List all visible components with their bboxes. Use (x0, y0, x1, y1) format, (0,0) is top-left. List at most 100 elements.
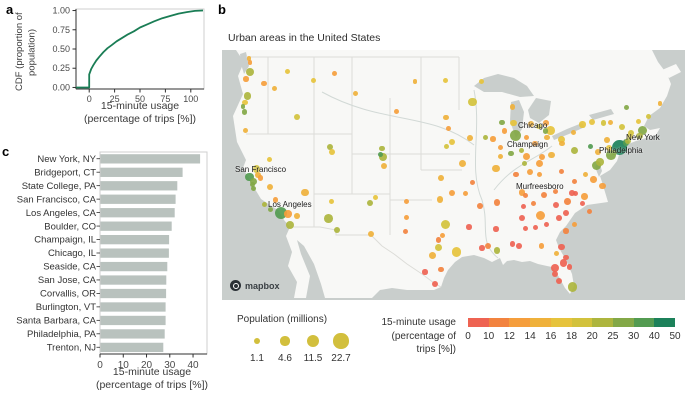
city-dot (252, 165, 261, 173)
city-dot (379, 145, 385, 152)
city-dot (552, 202, 559, 209)
us-map[interactable]: San Francisco Los Angeles Chicago Champaign… (222, 50, 685, 300)
city-dot (571, 179, 578, 185)
cdf-plot-area: 0.00 0.25 0.50 0.75 1.00 0 25 50 75 100 (52, 6, 205, 104)
svg-text:0.25: 0.25 (52, 63, 70, 73)
city-dot (404, 199, 410, 205)
city-dot (272, 197, 279, 204)
svg-text:0.00: 0.00 (52, 82, 70, 92)
city-dot (243, 76, 249, 82)
city-dot (579, 121, 586, 128)
city-dot (393, 109, 399, 115)
svg-text:0.50: 0.50 (52, 44, 70, 54)
city-dot (477, 203, 483, 209)
population-size-legend: Population (millions) 1.1 4.6 11.5 22.7 (237, 314, 377, 364)
city-dot (536, 171, 543, 177)
city-dot (284, 210, 292, 218)
city-dot (543, 221, 549, 227)
population-legend-value: 22.7 (331, 353, 351, 364)
city-dot (451, 247, 462, 257)
city-dot (522, 193, 528, 199)
city-dot (623, 104, 629, 110)
city-dot (538, 243, 544, 249)
cdf-line (76, 9, 204, 89)
bar-label: Champaign, IL (34, 235, 96, 246)
population-legend-title: Population (millions) (237, 314, 328, 325)
city-dot (324, 214, 333, 223)
city-dot (378, 153, 387, 162)
bar (100, 275, 167, 285)
city-dot (436, 196, 444, 203)
city-dot (532, 140, 538, 147)
svg-text:10: 10 (118, 360, 130, 370)
city-dot (510, 104, 516, 110)
city-dot (533, 224, 539, 231)
bar-label: Trenton, NJ (47, 342, 97, 353)
city-dot (551, 270, 558, 277)
city-dot (479, 245, 485, 251)
city-dot (557, 135, 565, 143)
city-dot (544, 134, 550, 141)
city-dot (368, 230, 375, 238)
city-dot (606, 150, 616, 160)
bar-label: San Jose, CA (38, 275, 97, 286)
city-dot (636, 132, 644, 140)
city-dot (556, 277, 563, 284)
cdf-x-axis-title: 15-minute usage (percentage of trips [%]… (83, 100, 197, 125)
svg-text:25: 25 (110, 94, 120, 104)
population-legend-item: 11.5 (299, 332, 327, 364)
mapbox-logo[interactable]: mapbox (230, 280, 280, 291)
city-dot (267, 206, 273, 212)
city-dot (257, 175, 264, 181)
city-dot (636, 118, 642, 124)
city-dot (518, 189, 526, 196)
city-dot (526, 168, 534, 176)
city-dot (443, 143, 450, 150)
city-dot (543, 120, 549, 126)
population-legend-value: 11.5 (303, 353, 323, 364)
city-dot (294, 213, 300, 220)
city-dot (328, 149, 335, 156)
bar-label: Chicago, IL (48, 248, 96, 259)
map-city-label: New York (626, 133, 660, 142)
colorbar-segment (509, 318, 531, 327)
city-dot (435, 237, 442, 243)
panel-c-label: c (2, 144, 10, 159)
city-dot (516, 243, 522, 250)
city-dot (381, 163, 388, 170)
city-dot (638, 125, 647, 135)
bar-plot-area: New York, NY Bridgeport, CT State College,… (16, 151, 208, 370)
colorbar-tick: 25 (607, 331, 619, 342)
city-dot (546, 126, 555, 135)
svg-text:0: 0 (87, 94, 92, 104)
usage-colorbar-labels: 0 10 12 14 16 18 20 25 30 40 50 (465, 331, 680, 344)
city-dot (449, 138, 456, 145)
bar (100, 221, 172, 231)
nova-scotia (662, 64, 681, 78)
colorbar-segment (468, 318, 489, 327)
city-dot (497, 154, 503, 160)
map-city-label: Champaign (507, 140, 548, 149)
bar (100, 288, 167, 299)
map-city-label: San Francisco (235, 165, 287, 174)
city-dot (499, 119, 505, 126)
map-title: Urban areas in the United States (228, 32, 381, 44)
city-dot (563, 254, 569, 261)
city-dot (590, 176, 597, 183)
city-dot (462, 190, 469, 197)
city-dot (434, 244, 442, 252)
bar (100, 167, 183, 177)
city-dot (570, 146, 578, 154)
city-dot (493, 226, 499, 232)
city-dot (510, 129, 522, 141)
city-dot (241, 109, 247, 115)
svg-text:50: 50 (135, 94, 145, 104)
city-dot (285, 221, 294, 230)
bar (100, 342, 164, 353)
city-dot (581, 193, 588, 200)
colorbar-segment (633, 318, 655, 327)
colorbar-tick: 50 (669, 331, 681, 342)
city-dot (493, 199, 501, 206)
map-city-label: Murfreesboro (516, 182, 564, 191)
city-dot (566, 264, 573, 270)
